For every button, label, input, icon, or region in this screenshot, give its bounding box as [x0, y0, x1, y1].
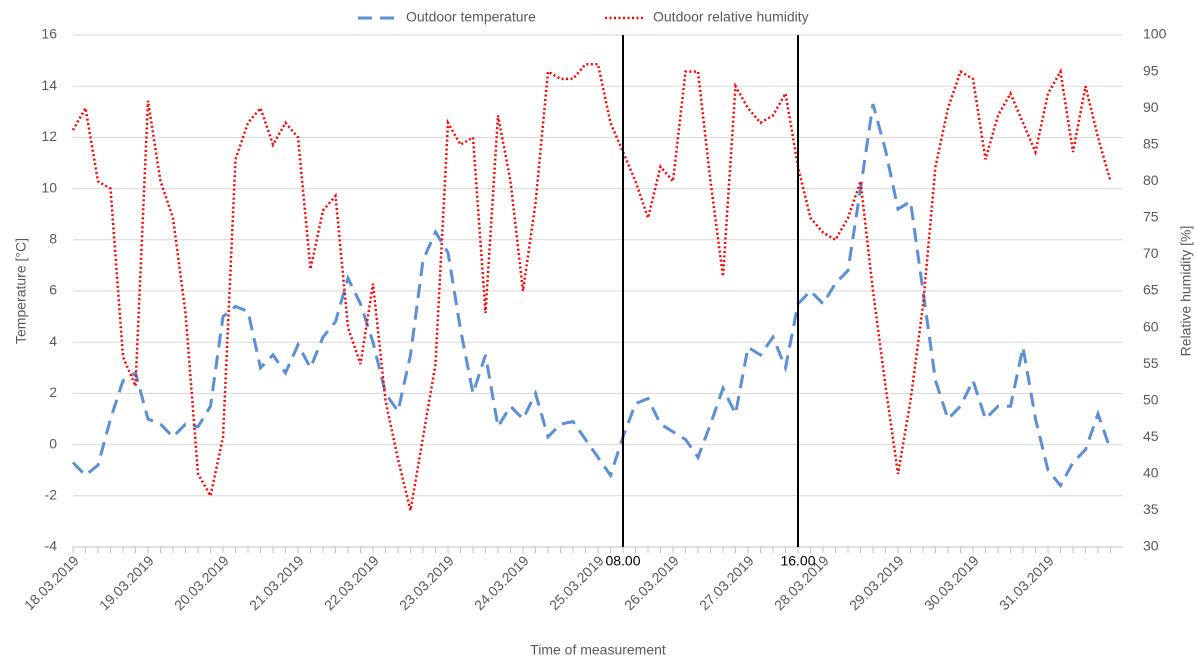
y2-tick-label: 80 [1143, 172, 1159, 188]
x-tick-label: 18.03.2019 [21, 552, 82, 613]
x-tick-label: 23.03.2019 [396, 552, 457, 613]
y-tick-label: 12 [41, 128, 57, 144]
y2-tick-label: 50 [1143, 391, 1159, 407]
y2-tick-label: 55 [1143, 355, 1159, 371]
marker-label: 16.00 [780, 553, 815, 569]
x-tick-label: 20.03.2019 [171, 552, 232, 613]
x-tick-label: 22.03.2019 [321, 552, 382, 613]
y-tick-label: 0 [49, 435, 57, 451]
y2-tick-label: 60 [1143, 318, 1159, 334]
y-tick-label: 16 [41, 26, 57, 42]
y-axis-title: Temperature [°C] [13, 238, 29, 344]
y2-axis-title: Relative humidity [%] [1178, 226, 1194, 357]
x-tick-label: 21.03.2019 [246, 552, 307, 613]
x-tick-label: 25.03.2019 [546, 552, 607, 613]
y2-tick-label: 95 [1143, 62, 1159, 78]
x-tick-label: 27.03.2019 [696, 552, 757, 613]
y-tick-label: 14 [41, 77, 57, 93]
series-line [71, 103, 1112, 489]
y2-tick-label: 45 [1143, 428, 1159, 444]
y2-tick-label: 85 [1143, 135, 1159, 151]
y-tick-label: 2 [49, 384, 57, 400]
marker-label: 08.00 [605, 553, 640, 569]
y2-tick-label: 35 [1143, 501, 1159, 517]
x-tick-label: 29.03.2019 [846, 552, 907, 613]
x-tick-label: 31.03.2019 [996, 552, 1057, 613]
x-tick-label: 30.03.2019 [921, 552, 982, 613]
y2-tick-label: 40 [1143, 465, 1159, 481]
x-tick-label: 24.03.2019 [471, 552, 532, 613]
y2-tick-label: 65 [1143, 282, 1159, 298]
y-tick-label: -4 [45, 538, 58, 554]
y2-tick-label: 70 [1143, 245, 1159, 261]
y-tick-label: 8 [49, 231, 57, 247]
y-tick-label: -2 [45, 487, 58, 503]
y-tick-label: 10 [41, 179, 57, 195]
y2-tick-label: 30 [1143, 538, 1159, 554]
y2-tick-label: 100 [1143, 26, 1167, 42]
x-axis-title: Time of measurement [530, 642, 666, 658]
y2-tick-label: 75 [1143, 209, 1159, 225]
y-tick-label: 4 [49, 333, 57, 349]
x-tick-label: 19.03.2019 [96, 552, 157, 613]
legend-label: Outdoor temperature [406, 9, 536, 25]
y-tick-label: 6 [49, 282, 57, 298]
y2-tick-label: 90 [1143, 99, 1159, 115]
legend-label: Outdoor relative humidity [653, 9, 809, 25]
series-line [71, 63, 1112, 511]
